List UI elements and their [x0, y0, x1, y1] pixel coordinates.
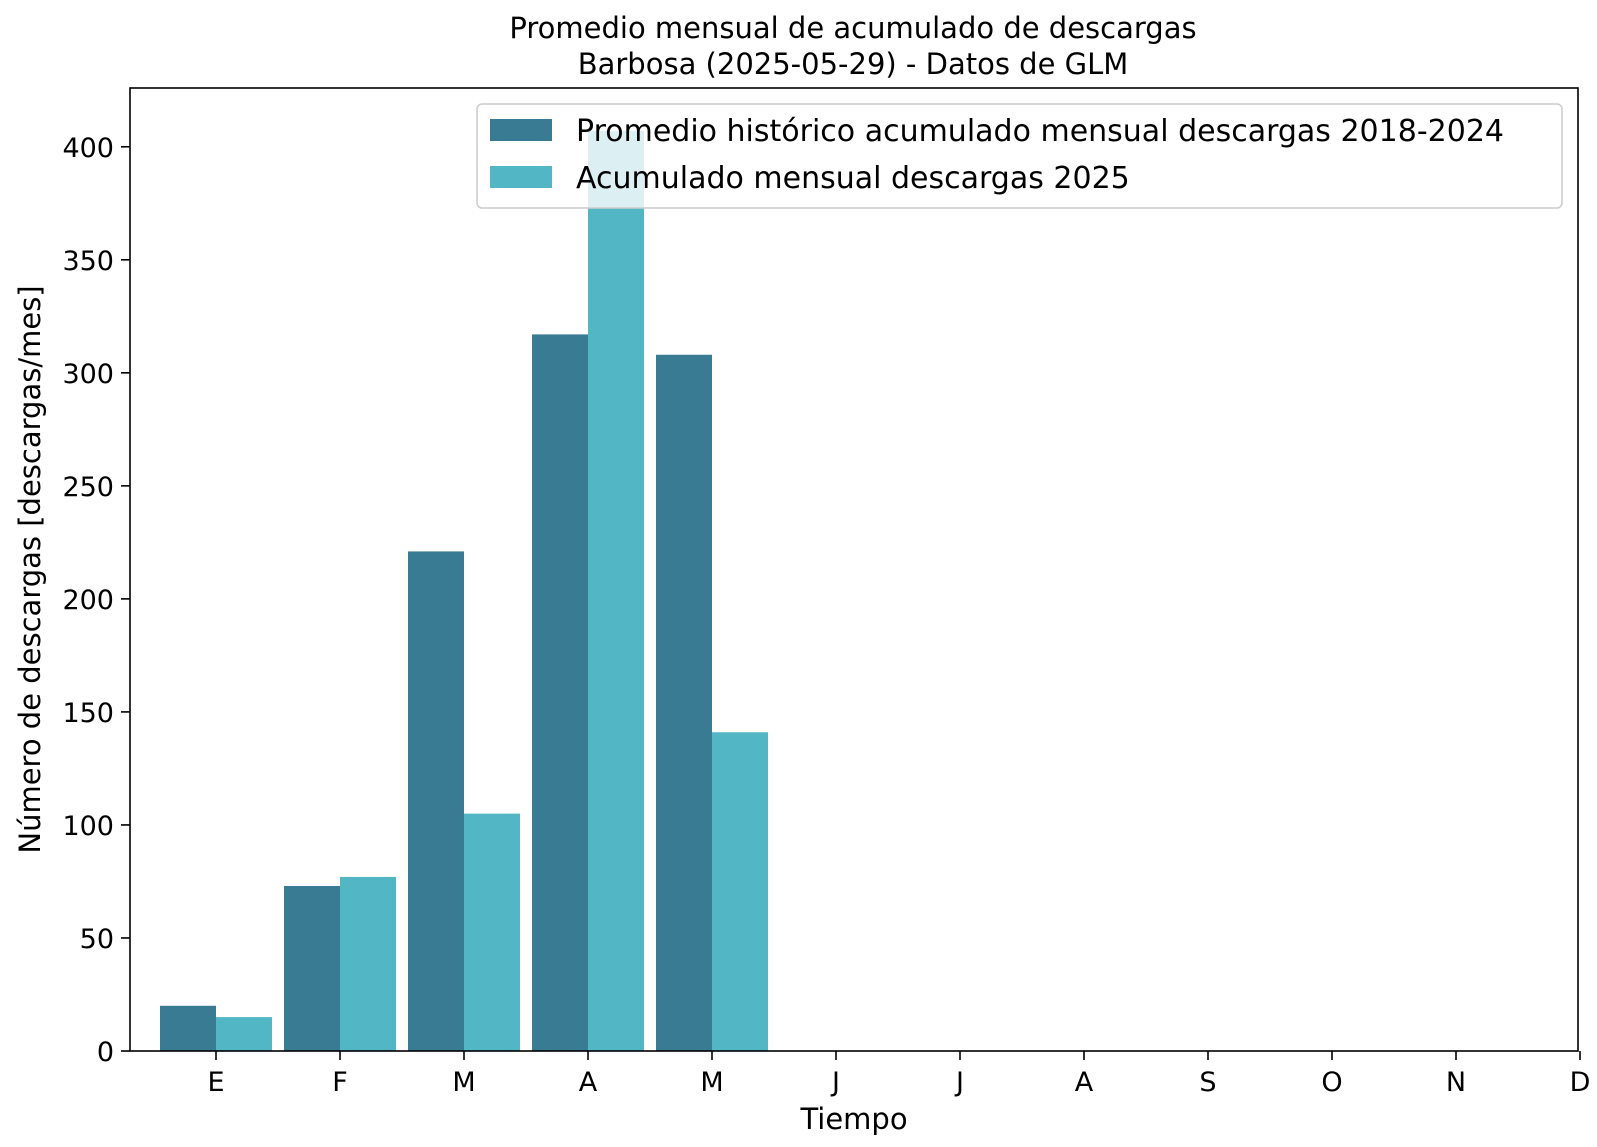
legend-frame	[476, 103, 1563, 209]
x-tick-label: O	[1321, 1067, 1342, 1098]
y-tick-label: 350	[62, 246, 114, 277]
plot-frame	[129, 87, 1579, 1052]
y-tick-label: 150	[62, 698, 114, 729]
y-axis-label: Número de descargas [descargas/mes]	[13, 285, 47, 853]
x-tick-label: F	[332, 1067, 348, 1098]
y-tick-label: 50	[80, 924, 114, 955]
legend-swatch-historico	[490, 119, 552, 141]
legend: Promedio histórico acumulado mensual des…	[476, 103, 1563, 209]
bar-2025-3	[588, 130, 644, 1052]
bar-2025-1	[340, 876, 396, 1051]
bar-2025-0	[216, 1017, 272, 1051]
x-tick-label: J	[830, 1067, 840, 1098]
bar-historico-1	[284, 885, 340, 1051]
y-tick-label: 300	[62, 359, 114, 390]
bar-2025-4	[712, 732, 768, 1051]
bar-historico-2	[408, 551, 464, 1051]
x-tick-label: D	[1570, 1067, 1591, 1098]
bar-historico-4	[656, 354, 712, 1052]
x-tick-label: S	[1199, 1067, 1216, 1098]
y-tick-label: 400	[62, 133, 114, 164]
chart-subtitle: Barbosa (2025-05-29) - Datos de GLM	[578, 47, 1129, 81]
bars-group	[160, 130, 768, 1052]
legend-swatch-2025	[490, 166, 552, 188]
x-axis-label: Tiempo	[799, 1102, 907, 1136]
y-tick-label: 100	[62, 811, 114, 842]
y-tick-label: 200	[62, 585, 114, 616]
x-tick-label: J	[954, 1067, 964, 1098]
bar-historico-3	[532, 334, 588, 1052]
chart-title: Promedio mensual de acumulado de descarg…	[509, 11, 1196, 45]
y-tick-label: 0	[97, 1037, 114, 1068]
axes-group: 0 50 100 150 200 250 300 350 400 E F M A M J J A S O N D	[62, 87, 1591, 1098]
bar-2025-2	[464, 813, 520, 1051]
x-tick-label: E	[207, 1067, 224, 1098]
legend-label-2025: Acumulado mensual descargas 2025	[576, 161, 1130, 196]
bar-historico-0	[160, 1005, 216, 1051]
x-tick-label: M	[700, 1067, 723, 1098]
x-tick-label: N	[1446, 1067, 1466, 1098]
legend-label-historico: Promedio histórico acumulado mensual des…	[576, 114, 1504, 149]
x-tick-label: A	[579, 1067, 598, 1098]
y-tick-label: 250	[62, 472, 114, 503]
x-tick-label: M	[452, 1067, 475, 1098]
x-tick-label: A	[1075, 1067, 1094, 1098]
